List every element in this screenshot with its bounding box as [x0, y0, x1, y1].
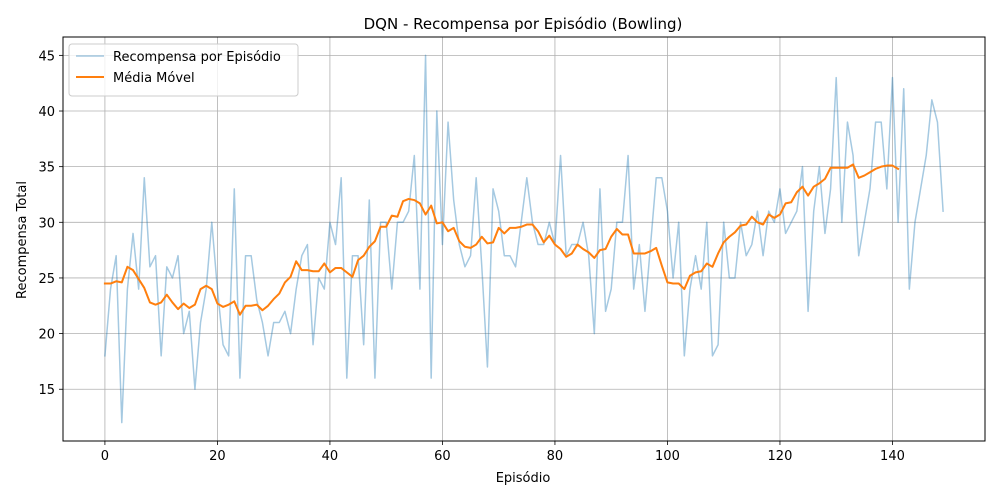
y-tick-label: 35	[38, 161, 55, 176]
x-tick-label: 80	[547, 449, 564, 464]
y-tick-label: 15	[38, 383, 55, 398]
series-layer	[103, 54, 944, 424]
reward-series-line	[104, 54, 944, 424]
legend-label-reward: Recompensa por Episódio	[113, 50, 281, 65]
legend-frame	[68, 43, 299, 97]
legend: Recompensa por Episódio Média Móvel	[68, 43, 299, 97]
x-tick-label: 40	[322, 449, 339, 464]
x-tick-label: 0	[101, 449, 109, 464]
moving-average-line	[103, 163, 900, 316]
plot-frame	[62, 36, 986, 442]
x-tick-label: 20	[209, 449, 226, 464]
y-tick-label: 45	[38, 49, 55, 64]
y-tick-label: 25	[38, 272, 55, 287]
x-axis-label: Episódio	[496, 471, 551, 486]
grid-layer	[63, 37, 985, 441]
x-tick-label: 100	[655, 449, 680, 464]
tick-layer: 0 20 40 60 80 100 120 140 15 20 25 30 35 40 45	[38, 49, 904, 464]
y-tick-label: 20	[38, 328, 55, 343]
y-tick-label: 30	[38, 216, 55, 231]
y-axis-label: Recompensa Total	[15, 181, 30, 299]
x-tick-label: 60	[434, 449, 451, 464]
x-tick-label: 140	[880, 449, 905, 464]
y-tick-label: 40	[38, 105, 55, 120]
legend-label-moving-average: Média Móvel	[113, 71, 195, 86]
x-tick-label: 120	[768, 449, 793, 464]
chart-title: DQN - Recompensa por Episódio (Bowling)	[364, 15, 683, 33]
